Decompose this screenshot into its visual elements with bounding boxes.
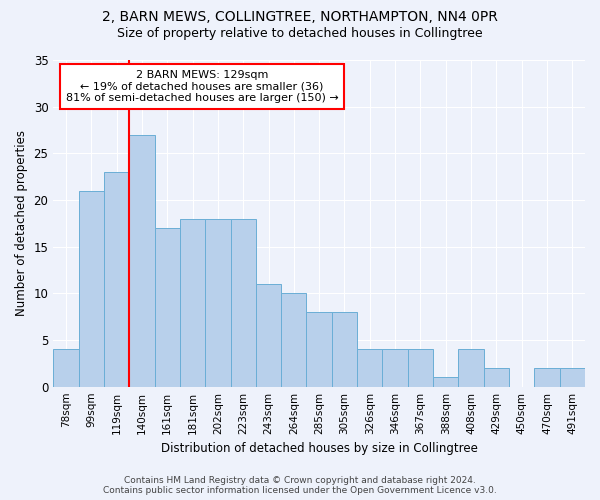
Text: Contains HM Land Registry data © Crown copyright and database right 2024.
Contai: Contains HM Land Registry data © Crown c… <box>103 476 497 495</box>
Text: 2 BARN MEWS: 129sqm
← 19% of detached houses are smaller (36)
81% of semi-detach: 2 BARN MEWS: 129sqm ← 19% of detached ho… <box>66 70 338 103</box>
Bar <box>205 218 230 386</box>
Bar <box>53 350 79 387</box>
Y-axis label: Number of detached properties: Number of detached properties <box>15 130 28 316</box>
Bar <box>79 190 104 386</box>
Bar <box>560 368 585 386</box>
Bar <box>230 218 256 386</box>
Text: Size of property relative to detached houses in Collingtree: Size of property relative to detached ho… <box>117 28 483 40</box>
Bar <box>180 218 205 386</box>
Bar <box>433 378 458 386</box>
Bar <box>332 312 357 386</box>
Bar <box>256 284 281 386</box>
Bar <box>281 294 307 386</box>
Bar <box>307 312 332 386</box>
Bar <box>129 134 155 386</box>
Bar <box>382 350 408 387</box>
X-axis label: Distribution of detached houses by size in Collingtree: Distribution of detached houses by size … <box>161 442 478 455</box>
Bar <box>155 228 180 386</box>
Text: 2, BARN MEWS, COLLINGTREE, NORTHAMPTON, NN4 0PR: 2, BARN MEWS, COLLINGTREE, NORTHAMPTON, … <box>102 10 498 24</box>
Bar <box>458 350 484 387</box>
Bar <box>408 350 433 387</box>
Bar <box>104 172 129 386</box>
Bar <box>484 368 509 386</box>
Bar <box>357 350 382 387</box>
Bar <box>535 368 560 386</box>
